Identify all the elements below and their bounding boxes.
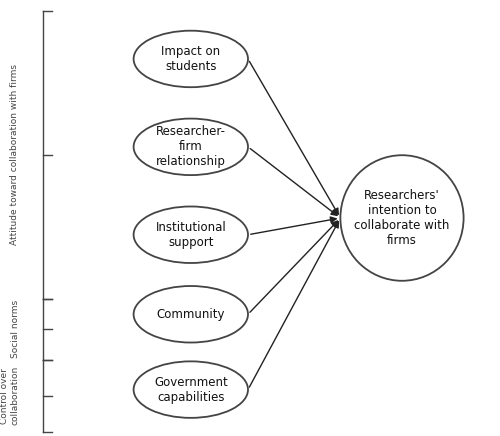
Text: Researchers'
intention to
collaborate with
firms: Researchers' intention to collaborate wi… bbox=[354, 189, 450, 247]
Text: Institutional
support: Institutional support bbox=[156, 221, 226, 249]
Text: Researcher-
firm
relationship: Researcher- firm relationship bbox=[156, 125, 226, 168]
Text: Control over
collaboration: Control over collaboration bbox=[0, 366, 20, 425]
Text: Impact on
students: Impact on students bbox=[161, 45, 220, 73]
Text: Community: Community bbox=[156, 308, 225, 321]
Text: Attitude toward collaboration with firms: Attitude toward collaboration with firms bbox=[10, 64, 20, 245]
Text: Government
capabilities: Government capabilities bbox=[154, 375, 228, 404]
Text: Social norms: Social norms bbox=[10, 300, 20, 358]
